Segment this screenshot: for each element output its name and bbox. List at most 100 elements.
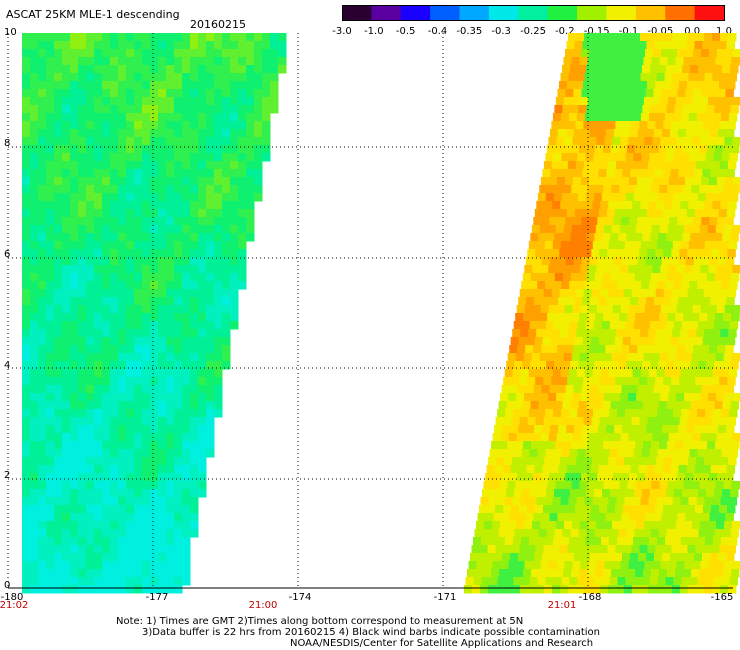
swath-cell	[38, 297, 47, 306]
swath-cell	[655, 121, 664, 130]
swath-cell	[613, 89, 622, 98]
swath-cell	[671, 249, 680, 258]
swath-cell	[577, 449, 587, 458]
swath-cell	[599, 545, 608, 554]
swath-cell	[524, 433, 534, 442]
swath-cell	[610, 105, 619, 114]
swath-cell	[527, 545, 536, 554]
swath-cell	[526, 425, 535, 434]
swath-cell	[70, 297, 79, 306]
swath-cell	[174, 329, 183, 338]
swath-cell	[580, 521, 589, 530]
swath-cell	[46, 481, 55, 490]
swath-cell	[22, 233, 31, 242]
time-label-left: 21:02	[0, 600, 29, 611]
swath-cell	[695, 81, 704, 90]
swath-cell	[576, 329, 585, 338]
swath-cell	[649, 537, 658, 546]
swath-cell	[94, 41, 103, 50]
swath-cell	[600, 457, 609, 466]
swath-cell	[695, 377, 704, 386]
swath-cell	[642, 65, 651, 74]
swath-cell	[621, 49, 630, 58]
swath-cell	[598, 553, 607, 562]
swath-cell	[30, 89, 39, 98]
swath-cell	[222, 73, 231, 82]
swath-cell	[22, 57, 31, 66]
swath-cell	[30, 585, 39, 594]
swath-cell	[198, 449, 207, 458]
swath-cell	[639, 417, 649, 426]
swath-cell	[142, 377, 151, 386]
swath-cell	[676, 265, 685, 274]
swath-cell	[627, 353, 637, 362]
swath-cell	[719, 377, 728, 386]
swath-cell	[712, 33, 721, 42]
swath-cell	[666, 361, 675, 370]
swath-cell	[254, 113, 263, 122]
swath-cell	[556, 561, 565, 570]
swath-cell	[54, 505, 63, 514]
swath-cell	[501, 513, 510, 522]
swath-cell	[174, 193, 183, 202]
swath-cell	[581, 89, 590, 98]
swath-cell	[595, 225, 605, 234]
swath-cell	[574, 41, 583, 50]
swath-cell	[30, 105, 39, 114]
swath-cell	[270, 89, 279, 98]
swath-cell	[639, 505, 648, 514]
swath-cell	[190, 289, 199, 298]
swath-cell	[182, 41, 191, 50]
swath-cell	[543, 249, 552, 258]
swath-cell	[62, 425, 71, 434]
swath-cell	[70, 241, 79, 250]
swath-cell	[542, 553, 551, 562]
swath-cell	[86, 561, 95, 570]
swath-cell	[158, 529, 167, 538]
swath-cell	[150, 273, 159, 282]
swath-cell	[567, 81, 576, 90]
swath-cell	[190, 97, 199, 106]
swath-cell	[630, 209, 640, 218]
swath-cell	[666, 273, 676, 282]
swath-cell	[685, 217, 694, 226]
swath-cell	[174, 289, 183, 298]
swath-cell	[685, 513, 694, 522]
swath-cell	[38, 481, 47, 490]
swath-cell	[621, 217, 630, 226]
swath-cell	[70, 321, 79, 330]
colorbar-cell	[400, 5, 431, 21]
swath-cell	[686, 41, 695, 50]
swath-cell	[230, 321, 239, 330]
swath-cell	[86, 217, 95, 226]
swath-cell	[731, 353, 740, 362]
swath-cell	[198, 473, 207, 482]
swath-cell	[684, 305, 694, 314]
swath-cell	[590, 337, 600, 346]
swath-cell	[62, 81, 71, 90]
swath-cell	[166, 73, 175, 82]
swath-cell	[174, 545, 183, 554]
swath-cell	[525, 345, 534, 354]
colorbar-tick-label: -0.05	[647, 26, 674, 37]
swath-cell	[680, 73, 689, 82]
swath-cell	[86, 481, 95, 490]
swath-cell	[46, 313, 55, 322]
swath-cell	[102, 209, 111, 218]
swath-cell	[46, 225, 55, 234]
swath-cell	[46, 169, 55, 178]
swath-cell	[573, 473, 582, 482]
swath-cell	[711, 249, 720, 258]
swath-cell	[38, 401, 47, 410]
swath-cell	[711, 377, 720, 386]
swath-cell	[719, 417, 729, 426]
swath-cell	[615, 121, 624, 130]
swath-cell	[54, 385, 63, 394]
swath-cell	[706, 105, 715, 114]
swath-cell	[78, 97, 87, 106]
swath-cell	[46, 129, 55, 138]
swath-cell	[535, 545, 544, 554]
swath-cell	[632, 201, 641, 210]
swath-cell	[198, 41, 207, 50]
swath-cell	[652, 393, 661, 402]
